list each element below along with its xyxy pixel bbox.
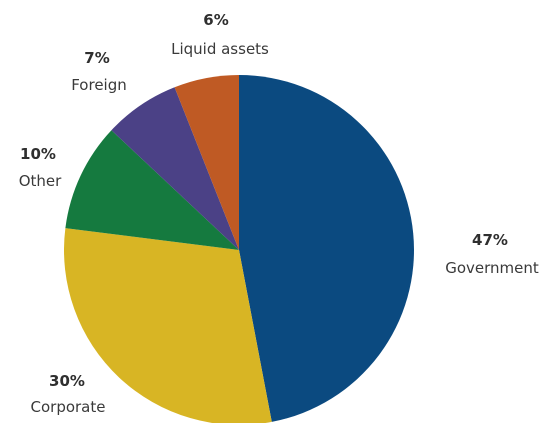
liquid-assets-category-label: Liquid assets xyxy=(171,40,269,58)
label-other: 10% Other xyxy=(19,145,62,190)
foreign-category-label: Foreign xyxy=(71,76,127,94)
label-liquid-assets: 6% Liquid assets xyxy=(171,11,269,58)
pie-slice-foreign xyxy=(111,87,239,250)
corporate-percent-label: 30% xyxy=(49,372,85,390)
pie-slices xyxy=(64,75,414,423)
government-category-label: Government xyxy=(445,259,539,277)
liquid-assets-percent-label: 6% xyxy=(203,11,228,29)
pie-slice-liquid-assets xyxy=(174,75,239,250)
label-government: 47% Government xyxy=(445,231,539,277)
label-corporate: 30% Corporate xyxy=(31,372,106,416)
pie-slice-corporate xyxy=(64,228,272,423)
pie-slice-government xyxy=(239,75,414,422)
foreign-percent-label: 7% xyxy=(84,49,109,67)
government-percent-label: 47% xyxy=(472,231,508,249)
other-percent-label: 10% xyxy=(20,145,56,163)
corporate-category-label: Corporate xyxy=(31,398,106,416)
label-foreign: 7% Foreign xyxy=(71,49,127,94)
other-category-label: Other xyxy=(19,172,62,190)
pie-slice-other xyxy=(65,130,239,250)
